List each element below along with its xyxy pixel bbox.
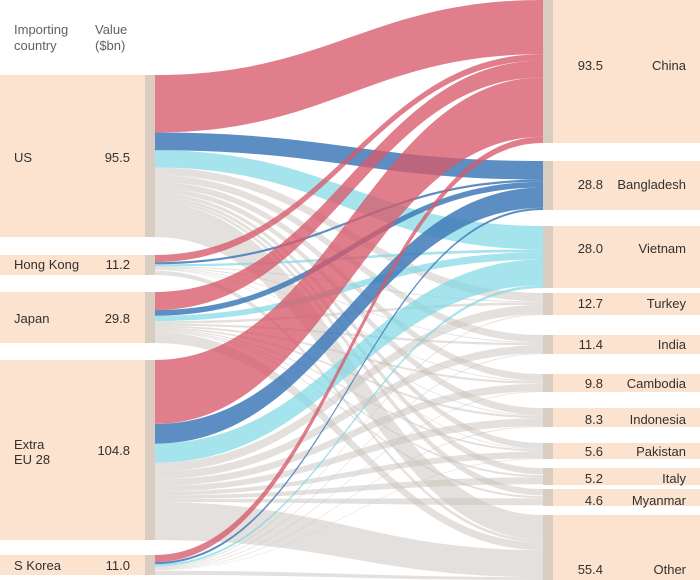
flow-extra-eu-28-to-china — [155, 77, 543, 424]
exporter-name-italy: Italy — [662, 471, 686, 486]
flow-japan-to-india — [155, 323, 543, 346]
importer-value-us: 95.5 — [104, 150, 130, 165]
importer-value-hong-kong: 11.2 — [105, 257, 130, 272]
exporter-bar-turkey — [543, 293, 553, 315]
exporter-node-myanmar — [553, 489, 700, 506]
flow-extra-eu-28-to-india — [155, 345, 543, 480]
flow-japan-to-vietnam — [155, 252, 543, 322]
importer-node-hong-kong — [0, 255, 145, 275]
exporter-value-bangladesh: 28.8 — [577, 177, 603, 192]
flow-extra-eu-28-to-indonesia — [155, 418, 543, 492]
exporter-node-vietnam — [553, 226, 700, 288]
header-importing-country: Importing country — [14, 22, 68, 54]
exporter-value-vietnam: 28.0 — [577, 241, 603, 256]
exporter-node-indonesia — [553, 408, 700, 427]
exporter-value-india: 11.4 — [578, 337, 603, 352]
exporter-name-cambodia: Cambodia — [626, 376, 686, 391]
exporter-name-other: Other — [653, 562, 686, 577]
flow-us-to-china — [155, 0, 543, 133]
exporter-name-myanmar: Myanmar — [631, 493, 686, 508]
exporter-name-china: China — [652, 58, 686, 73]
exporter-name-india: India — [657, 337, 686, 352]
importer-bar-japan — [145, 292, 155, 343]
flow-hong-kong-to-india — [155, 267, 543, 344]
exporter-bar-bangladesh — [543, 161, 553, 210]
exporter-bar-india — [543, 335, 553, 354]
exporter-value-italy: 5.2 — [584, 471, 603, 486]
importer-name-extra-eu-28-line2: EU 28 — [14, 452, 51, 467]
exporter-name-turkey: Turkey — [646, 296, 686, 311]
importer-node-japan — [0, 292, 145, 343]
flow-extra-eu-28-to-italy — [155, 477, 543, 499]
exporter-bar-italy — [543, 468, 553, 485]
exporter-bar-myanmar — [543, 489, 553, 506]
exporter-node-italy — [553, 468, 700, 485]
exporter-bar-cambodia — [543, 374, 553, 392]
exporter-node-china — [553, 0, 700, 143]
importer-value-japan: 29.8 — [104, 311, 130, 326]
exporter-node-cambodia — [553, 374, 700, 392]
flow-japan-to-china — [155, 60, 543, 311]
exporter-node-india — [553, 335, 700, 354]
flow-extra-eu-28-to-cambodia — [155, 383, 543, 486]
header-country-line2: country — [14, 38, 57, 53]
exporter-name-bangladesh: Bangladesh — [617, 177, 686, 192]
exporter-name-vietnam: Vietnam — [638, 241, 686, 256]
header-value: Value ($bn) — [95, 22, 127, 54]
flow-extra-eu-28-to-pakistan — [155, 451, 543, 496]
flow-s-korea-to-other — [155, 570, 543, 580]
importer-bar-hong-kong — [145, 255, 155, 275]
exporter-value-turkey: 12.7 — [577, 296, 603, 311]
flow-us-to-cambodia — [155, 182, 543, 381]
exporter-name-pakistan: Pakistan — [636, 444, 686, 459]
flow-extra-eu-28-to-vietnam — [155, 259, 543, 463]
importer-value-s-korea: 11.0 — [105, 558, 130, 573]
exporter-node-other — [553, 515, 700, 580]
importer-name-s-korea: S Korea — [14, 558, 61, 573]
importer-name-us: US — [14, 150, 33, 165]
exporter-name-indonesia: Indonesia — [629, 412, 686, 427]
exporter-node-bangladesh — [553, 161, 700, 210]
importer-bar-s-korea — [145, 555, 155, 575]
flow-extra-eu-28-to-bangladesh — [155, 187, 543, 444]
header-country-line1: Importing — [14, 22, 69, 37]
flow-s-korea-to-vietnam — [155, 285, 543, 567]
flow-extra-eu-28-to-myanmar — [155, 498, 543, 506]
importer-value-extra-eu-28: 104.8 — [97, 443, 130, 458]
exporter-value-pakistan: 5.6 — [584, 444, 603, 459]
exporter-value-cambodia: 9.8 — [584, 376, 603, 391]
importer-node-extra-eu-28 — [0, 360, 145, 540]
importer-bar-extra-eu-28 — [145, 360, 155, 540]
exporter-bar-indonesia — [543, 408, 553, 427]
importer-name-hong-kong: Hong Kong — [14, 257, 80, 272]
exporter-bar-other — [543, 515, 553, 580]
importer-bar-us — [145, 75, 155, 237]
importer-node-us — [0, 75, 145, 237]
exporter-bar-china — [543, 0, 553, 143]
flow-hong-kong-to-china — [155, 54, 543, 263]
header-value-line1: Value — [95, 22, 128, 37]
importer-name-japan: Japan — [14, 311, 50, 326]
flow-s-korea-to-china — [155, 136, 543, 563]
exporter-value-indonesia: 8.3 — [584, 412, 603, 427]
importer-name-extra-eu-28: Extra EU 28 — [14, 437, 50, 467]
importer-name-extra-eu-28-line1: Extra — [14, 437, 45, 452]
exporter-bar-pakistan — [543, 443, 553, 459]
flow-us-to-indonesia — [155, 188, 543, 416]
exporter-bar-vietnam — [543, 226, 553, 288]
exporter-value-myanmar: 4.6 — [584, 493, 603, 508]
exporter-value-china: 93.5 — [577, 58, 603, 73]
flow-us-to-italy — [155, 196, 543, 475]
exporter-node-turkey — [553, 293, 700, 315]
importer-node-s-korea — [0, 555, 145, 575]
header-value-line2: ($bn) — [95, 38, 126, 53]
flow-hong-kong-to-other — [155, 270, 543, 543]
exporter-node-pakistan — [553, 443, 700, 459]
exporter-value-other: 55.4 — [577, 562, 603, 577]
